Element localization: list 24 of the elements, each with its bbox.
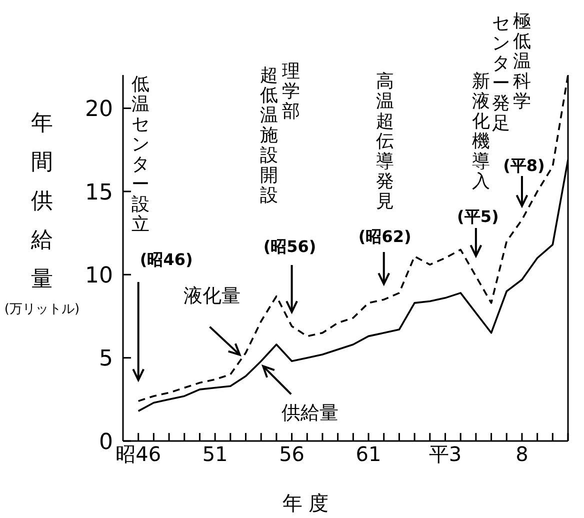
annotation: (昭62) — [358, 227, 412, 248]
x-tick-label: 8 — [516, 442, 528, 466]
y-tick-label: 5 — [99, 346, 113, 372]
legend-label: 供給量 — [282, 401, 339, 426]
y-tick-label: 15 — [85, 180, 113, 206]
annotation: (昭46) — [140, 250, 193, 271]
x-tick-label: 56 — [279, 442, 305, 466]
annotation: 高温超伝導発見 — [374, 71, 395, 212]
x-tick-label: 61 — [356, 442, 382, 466]
annotation: (平5) — [457, 207, 499, 228]
series-label: 液化量 — [183, 284, 240, 309]
annotation: 新液化機導入 — [470, 71, 491, 192]
x-tick-label: 平3 — [428, 442, 462, 466]
annotation: (昭56) — [263, 237, 316, 258]
text: 極低温科学センター発足 — [492, 11, 531, 134]
y-tick-label: 20 — [85, 97, 113, 122]
annotation: (平8) — [503, 156, 545, 177]
x-tick-label: 51 — [202, 442, 228, 466]
y-axis-title: 年間供給量(万リットル) — [4, 110, 80, 318]
x-axis-title: 年 度 — [282, 490, 329, 517]
annotation: 低温センター設立 — [130, 74, 150, 235]
y-tick-label: 10 — [85, 263, 113, 288]
x-tick-label: 昭46 — [116, 442, 162, 466]
y-tick-label: 0 — [99, 430, 113, 455]
